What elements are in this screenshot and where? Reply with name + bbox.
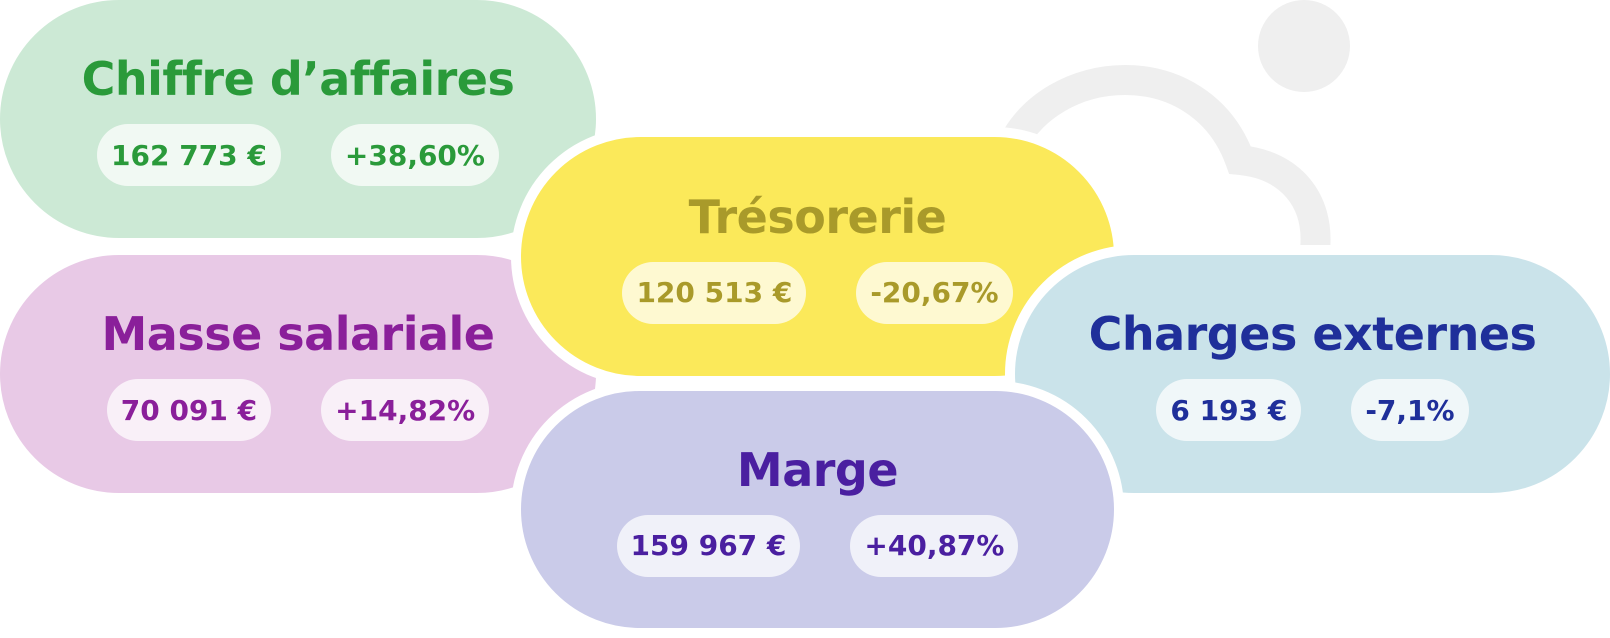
card-title: Chiffre d’affaires [81, 52, 515, 106]
amount-pill: 6 193 € [1156, 379, 1302, 441]
card-title: Charges externes [1088, 307, 1537, 361]
kpi-card: Masse salariale 70 091 € +14,82% [0, 245, 606, 503]
amount-pill: 120 513 € [622, 261, 807, 324]
change-pill: +40,87% [850, 514, 1019, 577]
card-values: 6 193 € -7,1% [1156, 379, 1469, 441]
card-title: Marge [736, 442, 899, 497]
card-title: Masse salariale [101, 307, 495, 361]
card-values: 162 773 € +38,60% [97, 124, 499, 186]
kpi-card: Marge 159 967 € +40,87% [511, 381, 1124, 638]
amount-pill: 162 773 € [97, 124, 281, 186]
change-pill: -7,1% [1351, 379, 1469, 441]
card-values: 70 091 € +14,82% [106, 379, 490, 441]
deco-circle [1258, 0, 1350, 92]
kpi-card: Chiffre d’affaires 162 773 € +38,60% [0, 0, 606, 248]
amount-pill: 70 091 € [106, 379, 272, 441]
card-values: 159 967 € +40,87% [616, 514, 1019, 577]
amount-pill: 159 967 € [616, 514, 801, 577]
card-title: Trésorerie [688, 189, 947, 244]
change-pill: +38,60% [330, 124, 499, 186]
deco-cloud [996, 65, 1331, 252]
change-pill: -20,67% [856, 261, 1013, 324]
change-pill: +14,82% [321, 379, 490, 441]
card-values: 120 513 € -20,67% [622, 261, 1013, 324]
